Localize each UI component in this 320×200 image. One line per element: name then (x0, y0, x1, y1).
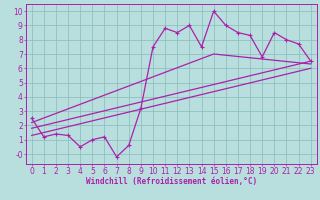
X-axis label: Windchill (Refroidissement éolien,°C): Windchill (Refroidissement éolien,°C) (86, 177, 257, 186)
